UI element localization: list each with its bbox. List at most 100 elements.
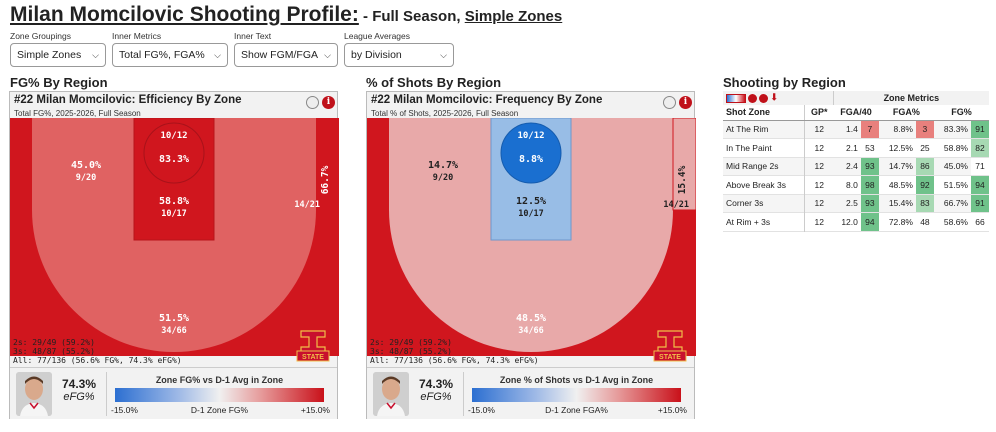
fgapct-percentile-cell: 92 [915,175,934,194]
info-icon[interactable]: i [679,96,692,109]
paint-main-text: 12.5% [516,196,546,207]
league-averages-label: League Averages [344,31,411,41]
twos-stat: 2s: 29/49 (59.2%) [370,338,452,347]
paint-sub-text: 10/17 [518,209,544,219]
efficiency-panel-subtitle: Total FG%, 2025-2026, Full Season [14,109,141,118]
mid-sub-text: 9/20 [433,173,453,183]
fga40-percentile-cell: 94 [860,212,879,231]
inner-text-control: Inner Text Show FGM/FGA ⌵ [234,31,338,67]
fg-cell: 83.3% [943,124,968,135]
threes-stat: 3s: 48/87 (55.2%) [370,347,452,356]
col-fg[interactable]: FG% [933,105,989,121]
legend-high: +15.0% [300,405,330,415]
col-gp[interactable]: GP* [804,105,834,121]
fg-percentile-cell: 91 [971,194,989,213]
table-row: In The Paint 12 2.1 53 12.5% 25 58.8% 82 [723,138,989,157]
table-row: Corner 3s 12 2.5 93 15.4% 83 66.7% 91 [723,194,989,213]
legend-low: -15.0% [468,405,495,415]
page-title-main: Milan Momcilovic Shooting Profile: [10,3,359,26]
toggle-circle-icon[interactable] [306,96,319,109]
inner-metrics-control: Inner Metrics Total FG%, FGA% ⌵ [112,31,228,67]
efficiency-stats: 2s: 29/49 (59.2%) 3s: 48/87 (55.2%) All:… [13,338,182,365]
fga40-cell: 8.0 [846,179,858,190]
fgapct-cell: 15.4% [888,198,913,209]
frequency-stats: 2s: 29/49 (59.2%) 3s: 48/87 (55.2%) All:… [370,338,539,365]
shot-zone-cell: Mid Range 2s [723,157,806,176]
frequency-panel: #22 Milan Momcilovic: Frequency By Zone … [366,91,696,419]
col-fgapct[interactable]: FGA% [878,105,934,121]
zone-groupings-select[interactable]: Simple Zones ⌵ [10,43,106,67]
col-shot-zone[interactable]: Shot Zone [723,105,806,121]
efficiency-footer: 74.3% eFG% Zone FG% vs D-1 Avg in Zone -… [10,367,337,419]
page-subtitle-link[interactable]: Simple Zones [464,8,563,25]
info-icon[interactable]: i [322,96,335,109]
efg-summary: 74.3% eFG% [417,377,455,403]
fg-cell: 66.7% [943,198,968,209]
rim-sub-text: 10/12 [517,131,544,141]
gp-cell: 12 [814,179,824,190]
fg-cell: 58.6% [943,216,968,227]
fg-cell: 51.5% [943,179,968,190]
table-row: At Rim + 3s 12 12.0 94 72.8% 48 58.6% 66 [723,212,989,231]
rim-main-text: 8.8% [519,154,543,165]
fgapct-cell: 8.8% [893,124,913,135]
twos-stat: 2s: 29/49 (59.2%) [13,338,95,347]
paint-main-text: 58.8% [159,196,189,207]
league-averages-control: League Averages by Division ⌵ [344,31,454,67]
three-main-text: 48.5% [516,313,546,324]
table-section-title: Shooting by Region [723,75,846,90]
fg-percentile-cell: 71 [971,157,989,176]
legend-low: -15.0% [111,405,138,415]
table-header-row: Shot Zone GP* FGA/40 FGA% FG% [723,105,989,121]
table-row: Above Break 3s 12 8.0 98 48.5% 92 51.5% 94 [723,175,989,194]
paint-sub-text: 10/17 [161,209,187,219]
all-stat: All: 77/136 (56.6% FG%, 74.3% eFG%) [370,356,539,365]
shot-zone-cell: Corner 3s [723,194,806,213]
inner-metrics-label: Inner Metrics [112,31,162,41]
legend-gradient-bar [115,388,324,402]
shot-zone-cell: At Rim + 3s [723,212,806,231]
rim-sub-text: 10/12 [160,131,187,141]
fgapct-percentile-cell: 25 [915,138,934,157]
inner-metrics-select[interactable]: Total FG%, FGA% ⌵ [112,43,228,67]
settings-icon[interactable] [759,93,768,103]
inner-metrics-value: Total FG%, FGA% [119,49,205,61]
inner-text-select[interactable]: Show FGM/FGA ⌵ [234,43,338,67]
color-legend: Zone FG% vs D-1 Avg in Zone -15.0% D-1 Z… [106,372,332,416]
download-icon[interactable]: ⬇ [770,92,779,104]
rim-zone [143,122,205,184]
inner-text-value: Show FGM/FGA [241,49,319,61]
chevron-down-icon: ⌵ [440,49,447,60]
close-icon[interactable] [748,93,757,103]
gp-cell: 12 [814,161,824,172]
fgapct-cell: 48.5% [888,179,913,190]
zone-groupings-label: Zone Groupings [10,31,71,41]
fgapct-cell: 72.8% [888,216,913,227]
league-averages-select[interactable]: by Division ⌵ [344,43,454,67]
fga40-percentile-cell: 53 [860,138,879,157]
iowa-state-logo: STATE [295,327,331,363]
filter-controls: Zone Groupings Simple Zones ⌵ Inner Metri… [10,31,454,67]
table-row: At The Rim 12 1.4 7 8.8% 3 83.3% 91 [723,120,989,139]
efficiency-panel: #22 Milan Momcilovic: Efficiency By Zone… [9,91,339,419]
fgapct-percentile-cell: 86 [915,157,934,176]
frequency-panel-title: #22 Milan Momcilovic: Frequency By Zone [371,94,603,106]
color-scale-icon[interactable] [726,93,746,103]
fga40-percentile-cell: 7 [860,120,879,139]
efg-value: 74.3% [418,377,454,391]
fg-percentile-cell: 66 [971,212,989,231]
corner-main-text: 15.4% [677,165,688,194]
efg-label: eFG% [420,391,452,403]
three-sub-text: 34/66 [161,326,187,336]
corner-sub-text: 14/21 [294,200,320,210]
legend-high: +15.0% [657,405,687,415]
gp-cell: 12 [814,198,824,209]
legend-mid: D-1 Zone FG% [190,405,249,415]
fgapct-percentile-cell: 83 [915,194,934,213]
fga40-cell: 2.4 [846,161,858,172]
toggle-circle-icon[interactable] [663,96,676,109]
color-legend: Zone % of Shots vs D-1 Avg in Zone -15.0… [463,372,689,416]
col-fga40[interactable]: FGA/40 [833,105,879,121]
corner-main-text: 66.7% [320,165,331,194]
corner-zone [316,118,339,210]
